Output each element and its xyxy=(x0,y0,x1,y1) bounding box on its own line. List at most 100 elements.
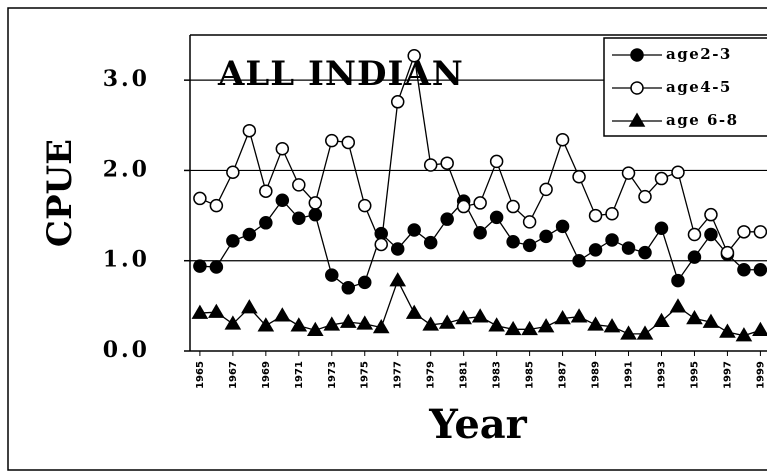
marker xyxy=(605,207,619,221)
marker xyxy=(341,281,356,295)
marker xyxy=(621,241,636,255)
marker xyxy=(489,154,504,169)
marker xyxy=(636,325,654,340)
marker xyxy=(489,210,504,225)
marker xyxy=(325,133,339,148)
y-tick-label: 1.0 xyxy=(103,247,150,273)
marker xyxy=(522,238,537,253)
marker xyxy=(521,320,538,336)
marker xyxy=(226,165,240,179)
y-tick-label: 2.0 xyxy=(103,156,150,182)
marker xyxy=(638,189,652,204)
y-axis-label: CPUE xyxy=(40,139,80,247)
marker xyxy=(671,165,685,179)
marker xyxy=(753,262,767,277)
marker xyxy=(654,221,669,235)
legend-label: age 6-8 xyxy=(666,111,739,129)
x-tick-label: 1989 xyxy=(591,361,602,389)
marker xyxy=(405,304,423,319)
y-tick-label: 0.0 xyxy=(103,337,150,363)
x-tick-label: 1975 xyxy=(360,361,371,389)
marker xyxy=(389,272,407,287)
marker xyxy=(308,207,323,222)
series xyxy=(193,49,767,260)
marker xyxy=(473,196,487,210)
marker xyxy=(306,321,324,336)
marker xyxy=(257,317,275,332)
marker xyxy=(209,260,224,274)
series xyxy=(191,272,767,342)
legend-marker xyxy=(630,81,644,95)
marker xyxy=(735,327,753,342)
marker xyxy=(555,219,570,234)
marker xyxy=(702,313,720,328)
marker xyxy=(193,259,207,273)
marker xyxy=(224,315,242,330)
marker xyxy=(274,307,291,322)
x-tick-label: 1973 xyxy=(327,361,338,389)
marker xyxy=(620,325,637,340)
marker xyxy=(290,317,308,332)
marker xyxy=(390,242,405,256)
marker xyxy=(588,208,603,223)
marker xyxy=(292,178,306,192)
marker xyxy=(506,235,520,249)
marker xyxy=(671,273,685,288)
x-tick-label: 1969 xyxy=(261,361,272,389)
marker xyxy=(737,225,751,239)
x-tick-label: 1999 xyxy=(755,361,766,389)
marker xyxy=(653,312,670,327)
marker xyxy=(325,268,339,282)
marker xyxy=(423,235,438,250)
marker xyxy=(753,225,767,239)
marker xyxy=(719,323,736,338)
marker xyxy=(704,227,718,242)
marker xyxy=(539,229,553,244)
y-tick-label: 3.0 xyxy=(103,66,150,92)
marker xyxy=(720,245,735,260)
marker xyxy=(374,237,388,252)
marker xyxy=(242,227,257,242)
marker xyxy=(654,171,669,186)
marker xyxy=(704,207,718,222)
marker xyxy=(555,132,570,147)
x-tick-label: 1985 xyxy=(525,361,536,389)
x-tick-label: 1995 xyxy=(689,361,700,389)
marker xyxy=(226,234,240,248)
marker xyxy=(275,142,290,156)
marker xyxy=(407,49,421,63)
frame xyxy=(7,7,767,471)
x-axis-label: Year xyxy=(428,401,527,448)
marker xyxy=(471,308,489,323)
marker xyxy=(208,303,225,318)
x-tick-label: 1967 xyxy=(228,361,239,389)
marker xyxy=(686,310,703,325)
marker xyxy=(570,308,588,323)
marker xyxy=(356,315,374,330)
marker xyxy=(539,182,553,197)
marker xyxy=(193,191,207,206)
marker xyxy=(259,184,273,198)
marker xyxy=(473,225,487,240)
marker xyxy=(292,211,306,226)
marker xyxy=(357,275,372,290)
marker xyxy=(455,310,472,325)
x-tick-label: 1981 xyxy=(459,361,470,389)
marker xyxy=(504,320,522,336)
marker xyxy=(209,198,224,213)
marker xyxy=(572,169,586,184)
x-tick-label: 1997 xyxy=(722,361,733,389)
legend-marker xyxy=(630,48,644,62)
marker xyxy=(259,216,273,230)
marker xyxy=(241,299,258,314)
marker xyxy=(438,314,456,329)
marker xyxy=(275,193,290,207)
marker xyxy=(621,166,636,180)
marker xyxy=(669,298,687,313)
marker xyxy=(242,123,257,138)
legend-label: age4-5 xyxy=(666,78,732,96)
x-tick-label: 1991 xyxy=(624,361,635,389)
marker xyxy=(456,199,471,214)
marker xyxy=(588,243,603,257)
marker xyxy=(357,198,372,213)
